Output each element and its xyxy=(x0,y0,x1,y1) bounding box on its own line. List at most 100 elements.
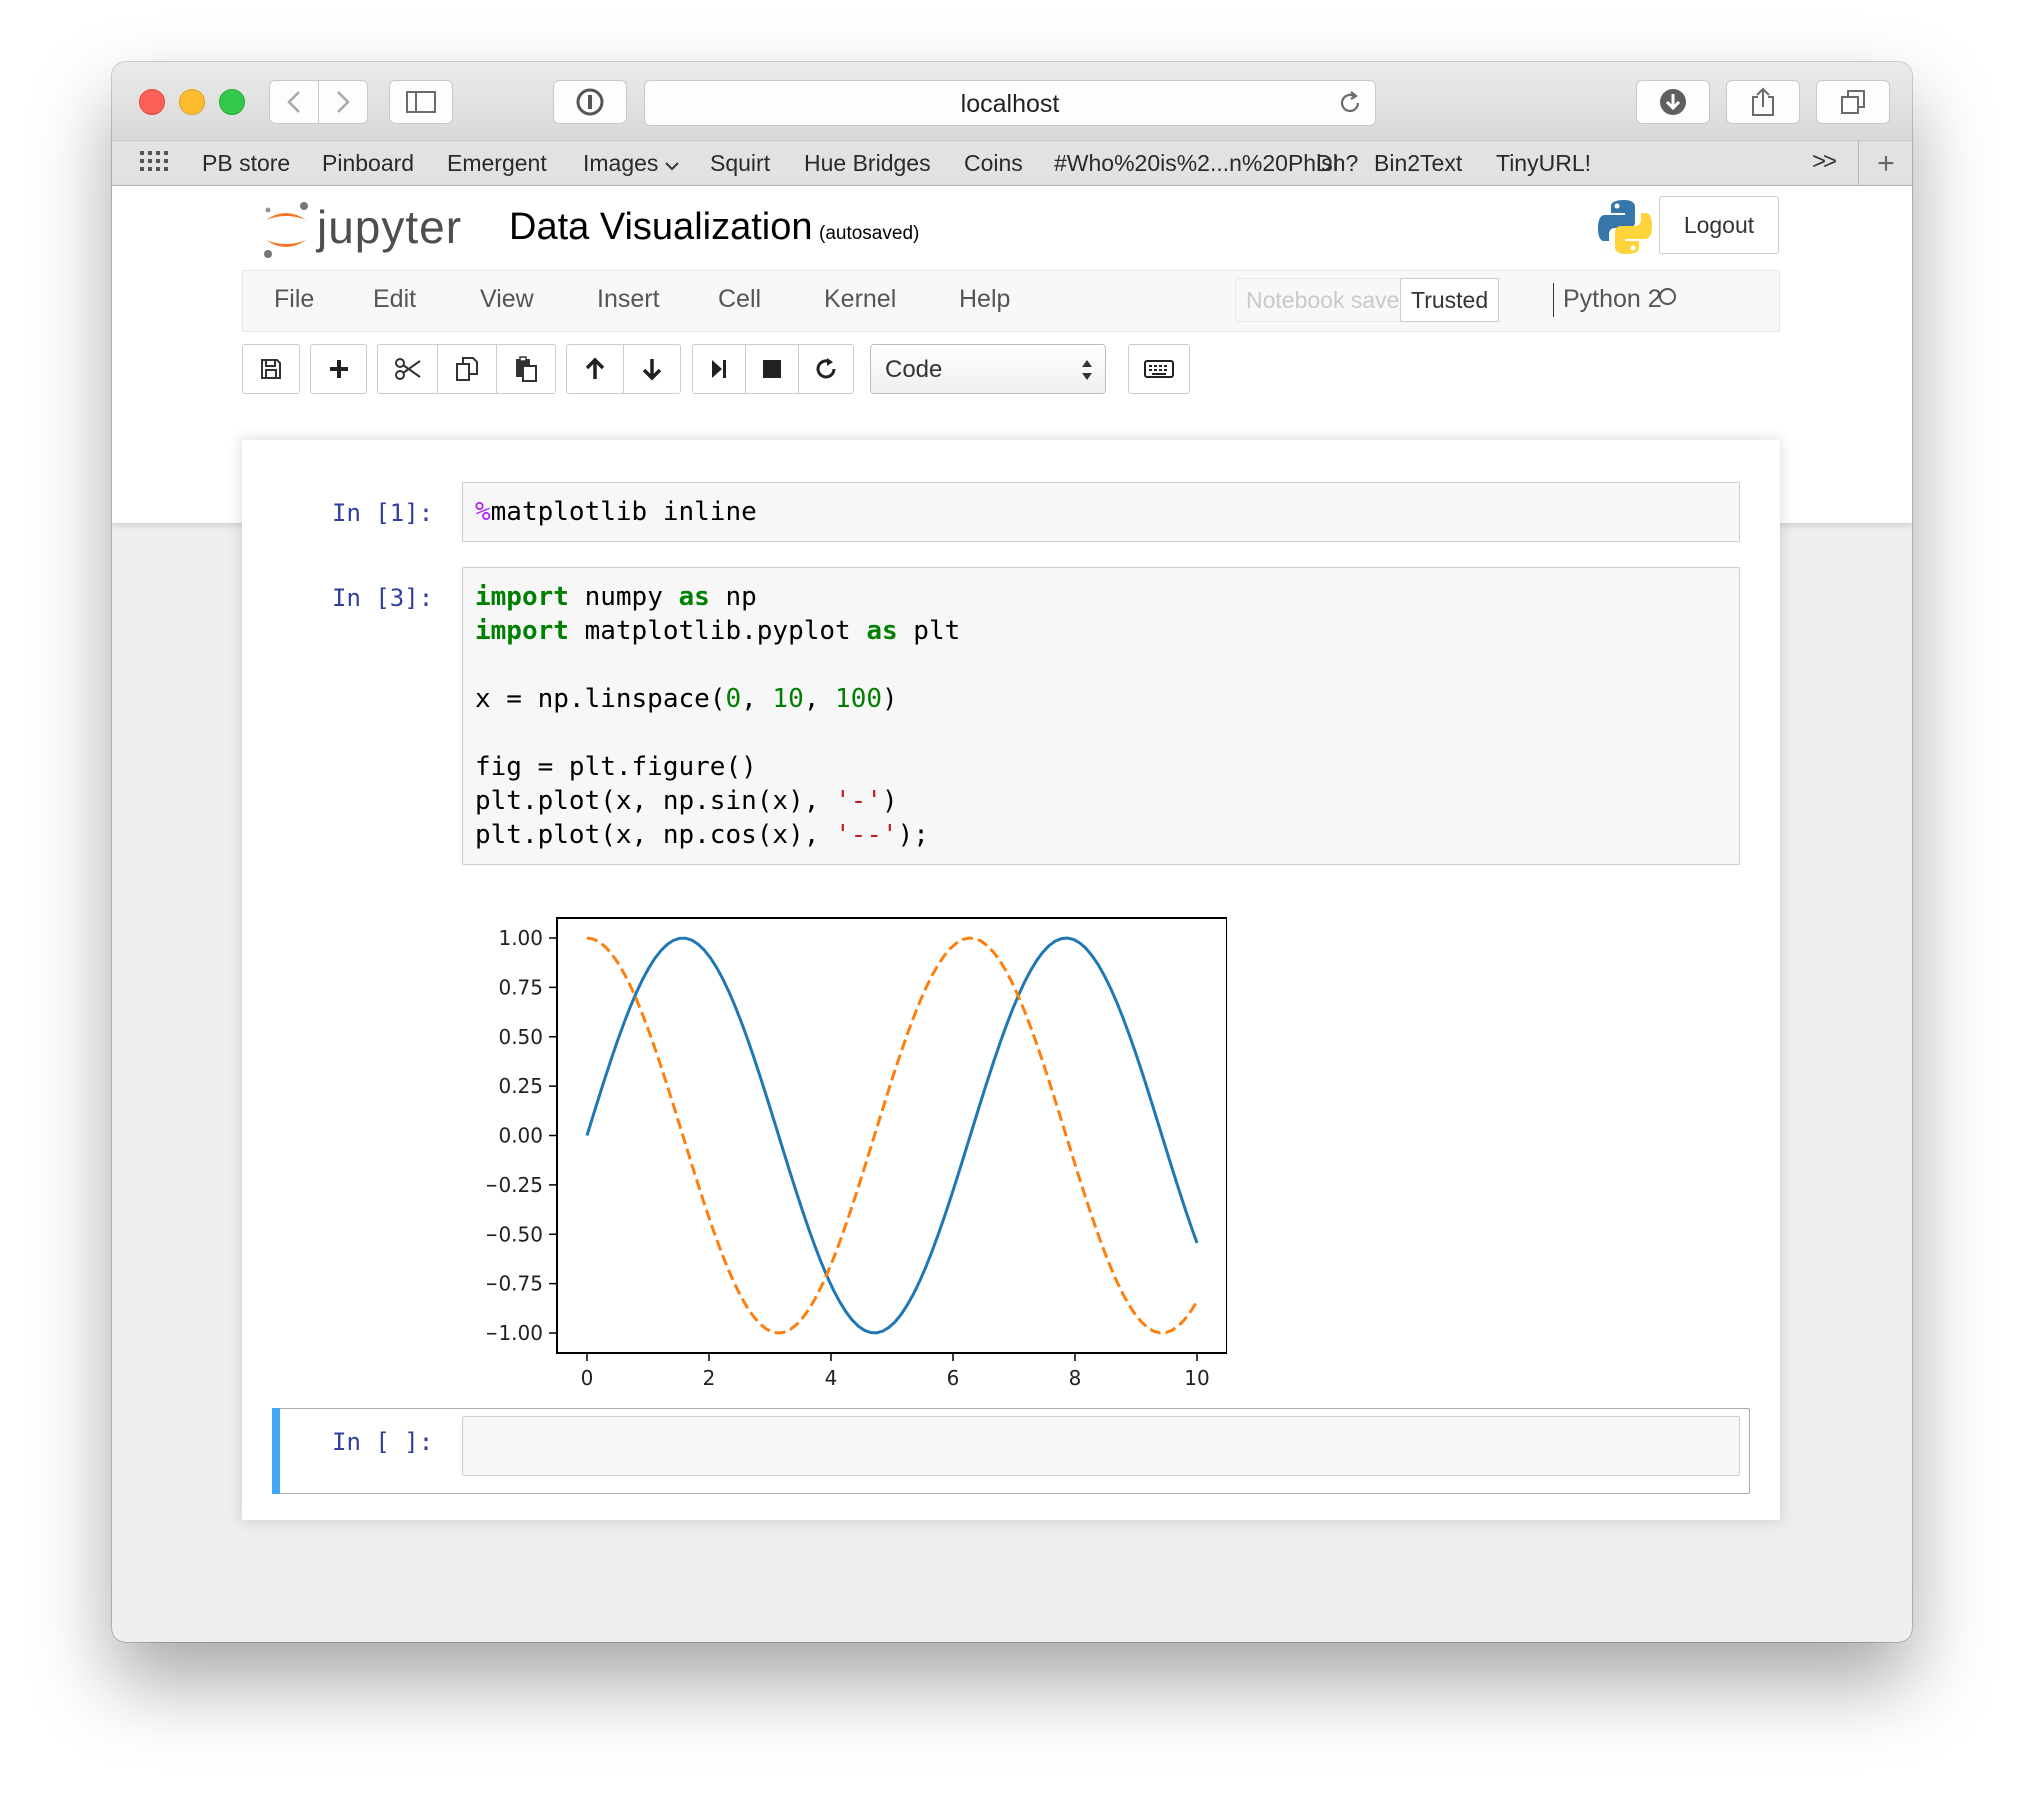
close-window-button[interactable] xyxy=(139,89,165,115)
trusted-indicator[interactable]: Trusted xyxy=(1400,278,1500,322)
cell-1-prompt: In [1]: xyxy=(332,499,434,527)
cut-cell-button[interactable] xyxy=(377,344,438,394)
kernel-status-icon xyxy=(1659,288,1676,305)
bookmark-hue-bridges[interactable]: Hue Bridges xyxy=(804,150,931,176)
y-tick-label: −0.50 xyxy=(487,1222,543,1246)
bookmark-bin2text[interactable]: Bin2Text xyxy=(1374,150,1463,176)
x-tick-label: 0 xyxy=(581,1366,594,1390)
address-bar[interactable]: localhost xyxy=(644,80,1376,126)
downloads-button[interactable] xyxy=(1636,80,1710,124)
stop-icon xyxy=(763,360,781,378)
x-tick-label: 8 xyxy=(1069,1366,1082,1390)
save-button[interactable] xyxy=(242,344,300,394)
bookmark-di[interactable]: DI xyxy=(1316,150,1339,176)
menu-bar: File Edit View Insert Cell Kernel Help N… xyxy=(242,270,1780,332)
move-cell-up-button[interactable] xyxy=(566,344,624,394)
arrow-down-icon xyxy=(642,359,662,381)
bookmarks-bar: PB store Pinboard Emergent Images Squirt… xyxy=(112,140,1912,186)
bookmark-emergent[interactable]: Emergent xyxy=(447,150,547,176)
forward-button[interactable] xyxy=(318,80,368,124)
x-tick-label: 10 xyxy=(1184,1366,1209,1390)
cell-2-code: import numpy as np import matplotlib.pypl… xyxy=(475,580,960,852)
y-tick-label: −0.25 xyxy=(487,1173,543,1197)
share-button[interactable] xyxy=(1726,80,1800,124)
code-line-1: import numpy as np xyxy=(475,582,757,612)
series-sin-line xyxy=(585,936,1199,1335)
scissors-icon xyxy=(394,358,421,380)
y-tick-label: −0.75 xyxy=(487,1272,543,1296)
refresh-icon xyxy=(816,358,836,379)
code-line-6: fig = plt.figure() xyxy=(475,752,757,782)
logout-button[interactable]: Logout xyxy=(1659,196,1779,254)
code-line-8: plt.plot(x, np.cos(x), '--'); xyxy=(475,820,929,850)
back-button[interactable] xyxy=(269,80,319,124)
python-logo-icon xyxy=(1598,200,1652,254)
interrupt-kernel-button[interactable] xyxy=(745,344,799,394)
move-cell-down-button[interactable] xyxy=(623,344,681,394)
bookmark-coins[interactable]: Coins xyxy=(964,150,1023,176)
bookmark-pb-store[interactable]: PB store xyxy=(202,150,291,176)
insert-cell-button[interactable] xyxy=(310,344,367,394)
y-tick-label: 0.00 xyxy=(498,1124,543,1148)
tabs-button[interactable] xyxy=(1816,80,1890,124)
more-bookmarks-button[interactable]: >> xyxy=(1812,148,1837,175)
step-forward-icon xyxy=(712,360,726,378)
paste-cell-button[interactable] xyxy=(496,344,556,394)
bookmark-pinboard[interactable]: Pinboard xyxy=(322,150,415,176)
y-tick-label: 0.25 xyxy=(498,1074,543,1098)
new-tab-button[interactable]: + xyxy=(1858,141,1912,186)
menu-file[interactable]: File xyxy=(274,285,315,313)
cell-3-input[interactable] xyxy=(462,1416,1740,1476)
minimize-window-button[interactable] xyxy=(179,89,205,115)
privacy-button[interactable] xyxy=(553,80,627,124)
code-line-3 xyxy=(475,648,960,682)
cell-2-prompt: In [3]: xyxy=(332,584,434,612)
y-tick-label: 1.00 xyxy=(498,926,543,950)
chevron-left-icon xyxy=(287,91,300,113)
chevron-down-icon xyxy=(665,162,679,171)
magic-symbol: % xyxy=(475,497,491,527)
info-shield-icon xyxy=(576,88,604,116)
bookmark-tinyurl[interactable]: TinyURL! xyxy=(1496,150,1591,176)
plot-frame xyxy=(556,917,1227,1354)
selected-cell-indicator xyxy=(272,1408,280,1494)
x-tick-label: 6 xyxy=(947,1366,960,1390)
code-line-4: x = np.linspace(0, 10, 100) xyxy=(475,684,898,714)
kernel-name: Python 2 xyxy=(1563,285,1662,313)
menu-cell[interactable]: Cell xyxy=(718,285,762,313)
menu-kernel[interactable]: Kernel xyxy=(824,285,897,313)
notebook-title[interactable]: Data Visualization xyxy=(509,206,813,248)
tabs-icon xyxy=(1841,90,1865,114)
jupyter-header: jupyter Data Visualization (autosaved) L… xyxy=(112,186,1912,523)
cell-2-input[interactable]: import numpy as np import matplotlib.pypl… xyxy=(462,567,1740,865)
menu-edit[interactable]: Edit xyxy=(373,285,417,313)
reload-icon[interactable] xyxy=(1337,90,1363,116)
bookmark-squirt[interactable]: Squirt xyxy=(710,150,771,176)
sidebar-icon xyxy=(406,91,436,113)
menu-view[interactable]: View xyxy=(480,285,534,313)
jupyter-logo-text[interactable]: jupyter xyxy=(317,201,463,253)
plot-output: 0 2 4 6 8 10 1.00 0.75 0.50 0.25 0.00 −0.25 −0.50 −0.… xyxy=(487,917,1227,1390)
paste-icon xyxy=(516,356,537,382)
cell-type-value: Code xyxy=(885,356,943,383)
x-tick-label: 2 xyxy=(703,1366,716,1390)
menu-help[interactable]: Help xyxy=(959,285,1011,313)
copy-cell-button[interactable] xyxy=(437,344,497,394)
y-tick-label: 0.75 xyxy=(498,975,543,999)
restart-kernel-button[interactable] xyxy=(798,344,854,394)
sidebar-button[interactable] xyxy=(389,80,453,124)
arrow-up-icon xyxy=(585,357,605,379)
menu-insert[interactable]: Insert xyxy=(597,285,660,313)
jupyter-logo-icon[interactable] xyxy=(260,198,312,260)
run-cell-button[interactable] xyxy=(692,344,746,394)
command-palette-button[interactable] xyxy=(1128,344,1190,394)
keyboard-icon xyxy=(1144,360,1174,378)
y-tick-label: −1.00 xyxy=(487,1321,543,1345)
cell-type-select[interactable]: Code xyxy=(870,344,1106,394)
bookmark-who-is[interactable]: #Who%20is%2...n%20Phish? xyxy=(1054,150,1359,176)
apps-grid-icon[interactable] xyxy=(140,151,170,175)
cell-1-input[interactable]: %matplotlib inline xyxy=(462,482,1740,542)
series-cos-line xyxy=(586,936,1199,1335)
bookmark-images[interactable]: Images xyxy=(583,150,679,177)
maximize-window-button[interactable] xyxy=(219,89,245,115)
